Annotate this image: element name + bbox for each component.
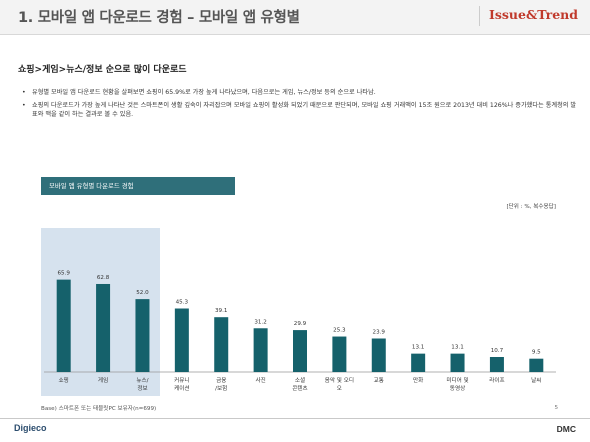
data-label: 23.9 bbox=[373, 330, 386, 336]
data-label: 13.1 bbox=[451, 345, 464, 351]
bar bbox=[411, 353, 426, 372]
bar bbox=[371, 338, 386, 372]
bar bbox=[135, 299, 150, 372]
brand-logo: Issue&Trend bbox=[479, 6, 580, 26]
header-bar: 1. 모바일 앱 다운로드 경험 – 모바일 앱 유형별 Issue&Trend bbox=[0, 0, 590, 35]
footer-divider bbox=[0, 418, 590, 419]
category-label: 뉴스/정보 bbox=[136, 377, 148, 392]
data-label: 10.7 bbox=[491, 348, 504, 354]
category-label: 만화 bbox=[413, 376, 423, 384]
category-label: 소셜 콘텐츠 bbox=[292, 376, 307, 392]
bullet-item: 유형별 모바일 앱 다운로드 현황을 살펴보면 쇼핑이 65.9%로 가장 높게… bbox=[22, 88, 577, 97]
bar bbox=[450, 353, 465, 372]
category-label: 교통 bbox=[374, 377, 384, 384]
category-label: 날씨 bbox=[531, 376, 541, 384]
data-label: 31.2 bbox=[254, 319, 266, 325]
page-title: 1. 모바일 앱 다운로드 경험 – 모바일 앱 유형별 bbox=[18, 10, 300, 26]
data-label: 9.5 bbox=[532, 350, 541, 356]
bar bbox=[489, 357, 504, 372]
unit-note: [단위 : %, 복수응답] bbox=[506, 204, 556, 210]
data-label: 13.1 bbox=[412, 345, 425, 351]
data-label: 39.1 bbox=[215, 308, 228, 314]
data-label: 65.9 bbox=[57, 271, 70, 277]
bar bbox=[96, 283, 111, 372]
summary-bullets: 유형별 모바일 앱 다운로드 현황을 살펴보면 쇼핑이 65.9%로 가장 높게… bbox=[22, 88, 577, 123]
bar bbox=[529, 358, 544, 372]
category-label: 사진 bbox=[255, 376, 265, 384]
category-label: 게임 bbox=[98, 376, 108, 384]
bar bbox=[253, 328, 268, 372]
category-label: 금융/보험 bbox=[215, 377, 227, 392]
brand-text: Issue&Trend bbox=[488, 7, 578, 22]
chart-title-bar: 모바일 앱 유형별 다운로드 경험 bbox=[41, 177, 235, 195]
bar bbox=[214, 317, 229, 372]
section-heading: 쇼핑>게임>뉴스/정보 순으로 많이 다운로드 bbox=[18, 65, 187, 75]
footnote: Base) 스마트폰 또는 태블릿PC 보유자(n=699) bbox=[41, 406, 157, 412]
category-label: 미디어 및 동영상 bbox=[446, 376, 468, 392]
category-label: 음악 및 오디 오 bbox=[325, 376, 354, 392]
bar bbox=[56, 279, 71, 372]
digieco-logo: Digieco bbox=[14, 423, 47, 433]
category-label: 커뮤니 케이션 bbox=[174, 376, 189, 392]
bar bbox=[293, 330, 307, 372]
data-label: 45.3 bbox=[176, 300, 189, 306]
dmc-logo: DMC bbox=[556, 424, 576, 434]
bullet-item: 쇼핑의 다운로드가 가장 높게 나타난 것은 스마트폰이 생활 깊숙이 자리잡으… bbox=[22, 101, 577, 119]
bar bbox=[174, 308, 189, 372]
data-label: 52.0 bbox=[136, 290, 149, 296]
data-label: 25.3 bbox=[333, 328, 346, 334]
data-label: 62.8 bbox=[97, 275, 110, 281]
category-label: 쇼핑 bbox=[59, 376, 69, 384]
data-label: 29.9 bbox=[294, 321, 307, 327]
category-label: 라이프 bbox=[489, 376, 504, 384]
page-number: 5 bbox=[554, 405, 558, 411]
chart-title: 모바일 앱 유형별 다운로드 경험 bbox=[49, 182, 134, 190]
bar bbox=[332, 336, 347, 372]
